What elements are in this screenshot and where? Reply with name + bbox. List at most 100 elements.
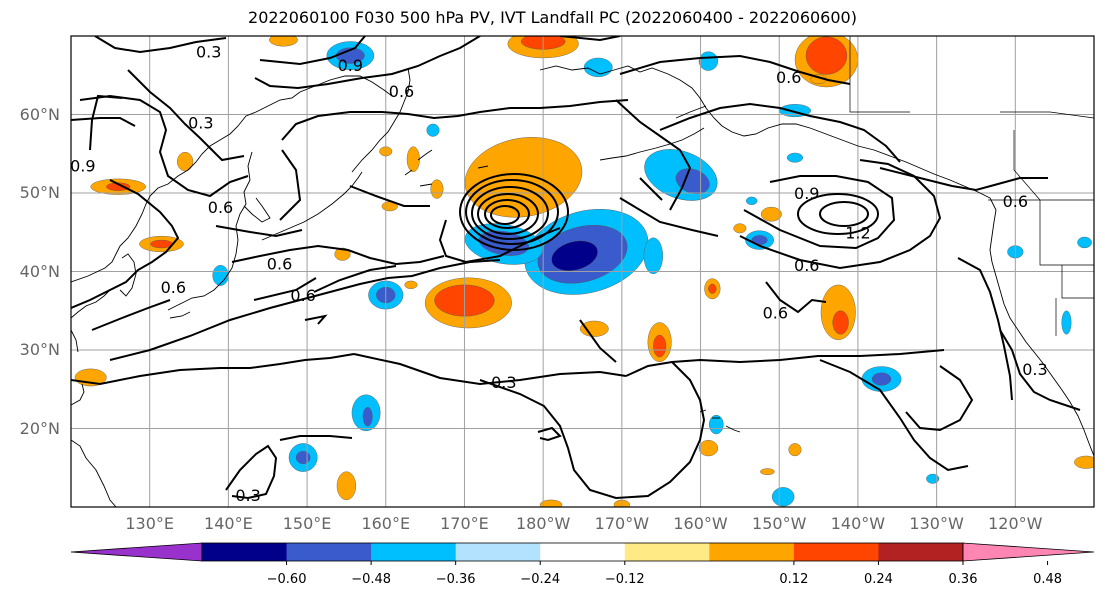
contour-label: 0.3 <box>188 113 213 132</box>
colorbar-segment <box>793 543 879 561</box>
longitude-label: 140°W <box>830 514 886 533</box>
longitude-label: 170°E <box>440 514 489 533</box>
shading-blob <box>426 123 440 137</box>
shading-blob <box>269 36 298 47</box>
contour-label: 1.2 <box>845 223 870 242</box>
shading-blob <box>1061 310 1072 335</box>
shading-blob <box>805 36 848 75</box>
shading-blob <box>334 247 351 261</box>
colorbar-segment <box>540 543 626 561</box>
contour-label: 0.6 <box>763 303 788 322</box>
shading-blob <box>106 182 131 191</box>
contour-label: 0.6 <box>776 68 801 87</box>
shading-blob <box>871 372 892 386</box>
longitude-label: 130°E <box>125 514 175 533</box>
contour-label: 0.3 <box>491 373 516 392</box>
contour-label: 0.9 <box>338 56 363 75</box>
contour-label: 0.9 <box>794 184 819 203</box>
contour-label: 0.6 <box>161 278 186 297</box>
colorbar <box>70 542 1095 565</box>
longitude-label: 140°E <box>204 514 253 533</box>
colorbar-segment <box>286 543 372 561</box>
shading-blob <box>295 451 311 465</box>
latitude-label: 40°N <box>19 261 60 281</box>
shading-blob <box>653 334 667 358</box>
shading-blob <box>708 283 717 294</box>
colorbar-segment <box>371 543 457 561</box>
colorbar-tick-label: 0.36 <box>948 572 978 587</box>
colorbar-segment <box>624 543 710 561</box>
shading-blob <box>583 57 613 78</box>
shading-blob <box>404 280 418 289</box>
contour-label: 0.6 <box>208 198 233 217</box>
shading-blob <box>760 468 775 476</box>
shading-blob <box>733 223 747 234</box>
colorbar-tick-label: −0.12 <box>604 572 645 587</box>
colorbar-segment <box>455 543 541 561</box>
colorbar-tick-label: 0.12 <box>779 572 809 587</box>
shading-blob <box>362 407 373 427</box>
shading-blob <box>643 237 663 275</box>
political-borders <box>849 36 1094 336</box>
shading-blob <box>579 320 609 337</box>
colorbar-tick-label: 0.48 <box>1033 572 1063 587</box>
longitude-label: 160°E <box>361 514 411 533</box>
shading-blob <box>675 168 710 194</box>
map-frame <box>70 35 1095 508</box>
colorbar-tick-label: −0.60 <box>266 572 307 587</box>
longitude-label: 150°W <box>752 514 807 533</box>
shading-blob <box>336 471 357 501</box>
longitude-label: 150°E <box>282 514 332 533</box>
shading-blob <box>745 196 758 205</box>
contour-label: 0.3 <box>196 43 221 62</box>
shading-blob <box>539 499 563 507</box>
shading-blob <box>698 440 719 457</box>
latitude-label: 20°N <box>19 418 60 438</box>
shading-blob <box>786 152 804 163</box>
shading-blob <box>212 265 229 286</box>
shading-blob <box>926 473 940 484</box>
contour-label: 0.6 <box>267 255 292 274</box>
colorbar-extend-high <box>962 542 1095 562</box>
latitude-label: 30°N <box>19 340 60 359</box>
shading-blob <box>406 146 420 173</box>
longitude-label: 170°W <box>594 514 650 533</box>
colorbar-segment <box>709 543 795 561</box>
colorbar-segment <box>878 543 964 561</box>
shading-blob <box>788 443 802 457</box>
contour-value-labels: 0.3 0.9 0.6 0.6 0.3 0.9 0.6 0.6 0.6 0.6 0.9 1.2 0.6 0… <box>70 43 1048 506</box>
shading-blob <box>177 151 194 172</box>
colorbar-extend-low <box>70 542 203 562</box>
shading-blob <box>771 487 795 507</box>
pv-contour-lines <box>71 36 1081 500</box>
coastlines <box>71 65 1094 507</box>
latitude-label: 60°N <box>19 104 60 124</box>
colorbar-tick-label: −0.36 <box>435 572 476 587</box>
longitude-label: 120°W <box>988 514 1043 533</box>
contour-label: 0.6 <box>389 82 414 101</box>
map-gridlines <box>71 36 1094 507</box>
colorbar-tick-label: 0.60 <box>1097 572 1105 587</box>
shading-blob <box>708 414 724 435</box>
shading-blob <box>1074 455 1094 469</box>
shading-blob <box>551 240 598 271</box>
shading-blob <box>430 179 444 199</box>
colorbar-tick-label: −0.48 <box>351 572 392 587</box>
longitude-label: 130°W <box>909 514 964 533</box>
contour-label: 0.3 <box>1022 360 1047 379</box>
contour-label: 0.6 <box>794 256 819 275</box>
longitude-label: 160°W <box>673 514 728 533</box>
colorbar-tick-label: −0.24 <box>520 572 561 587</box>
contour-label: 0.3 <box>235 486 260 505</box>
longitude-label: 180°W <box>515 514 571 533</box>
shading-blob <box>1077 236 1092 249</box>
colorbar-tick-label: 0.24 <box>863 572 893 587</box>
contour-label: 0.6 <box>290 286 315 305</box>
contour-label: 0.9 <box>70 157 95 176</box>
shading-blob <box>832 310 849 335</box>
shading-blob <box>698 51 719 71</box>
contour-label: 0.6 <box>1003 192 1028 211</box>
map-title: 2022060100 F030 500 hPa PV, IVT Landfall… <box>248 8 857 27</box>
colorbar-segment <box>202 543 288 561</box>
